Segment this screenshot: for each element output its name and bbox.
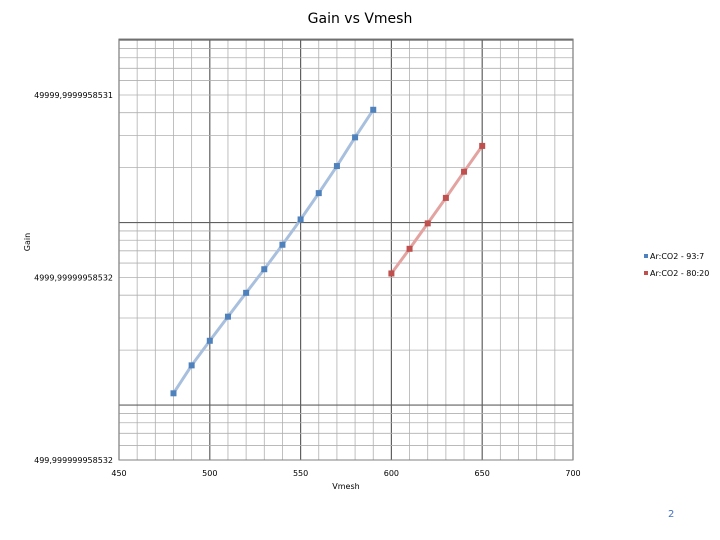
y-axis-ticks: 499,999999958532 4999,99999958532 49999,99… (34, 91, 113, 465)
grid (118, 39, 574, 461)
data-point (188, 362, 195, 369)
legend-marker (644, 271, 648, 275)
data-point (297, 216, 304, 223)
series-layer (170, 106, 486, 397)
data-point (243, 289, 250, 296)
x-tick-label: 500 (202, 469, 217, 478)
legend-marker (644, 254, 648, 258)
y-tick-label: 499,999999958532 (34, 456, 113, 465)
plot-area-border (118, 38, 574, 461)
data-point (170, 390, 177, 397)
series-line (390, 145, 484, 275)
data-point (479, 142, 486, 149)
data-point (206, 337, 213, 344)
data-point (261, 266, 268, 273)
data-point (388, 270, 395, 277)
x-axis-ticks: 450 500 550 600 650 700 (111, 469, 580, 478)
data-point (333, 163, 340, 170)
y-tick-label: 4999,99999958532 (34, 274, 113, 283)
data-point (315, 190, 322, 197)
data-point (224, 313, 231, 320)
x-tick-label: 650 (475, 469, 490, 478)
data-point (279, 241, 286, 248)
series-line (172, 108, 375, 395)
legend-entry: Ar:CO2 - 93:7 (650, 252, 704, 261)
x-tick-label: 550 (293, 469, 308, 478)
data-point (461, 168, 468, 175)
x-tick-label: 450 (111, 469, 126, 478)
data-point (424, 220, 431, 227)
y-tick-label: 49999,9999958531 (34, 91, 113, 100)
x-tick-label: 600 (384, 469, 399, 478)
x-tick-label: 700 (565, 469, 580, 478)
data-point (406, 245, 413, 252)
chart-title: Gain vs Vmesh (308, 11, 413, 27)
page-number: 2 (668, 509, 675, 520)
data-point (352, 134, 359, 141)
legend-entry: Ar:CO2 - 80:20 (650, 269, 709, 278)
data-point (442, 194, 449, 201)
y-axis-label: Gain (23, 233, 32, 251)
x-axis-label: Vmesh (332, 482, 359, 491)
data-point (370, 106, 377, 113)
legend: Ar:CO2 - 93:7 Ar:CO2 - 80:20 (644, 252, 709, 278)
